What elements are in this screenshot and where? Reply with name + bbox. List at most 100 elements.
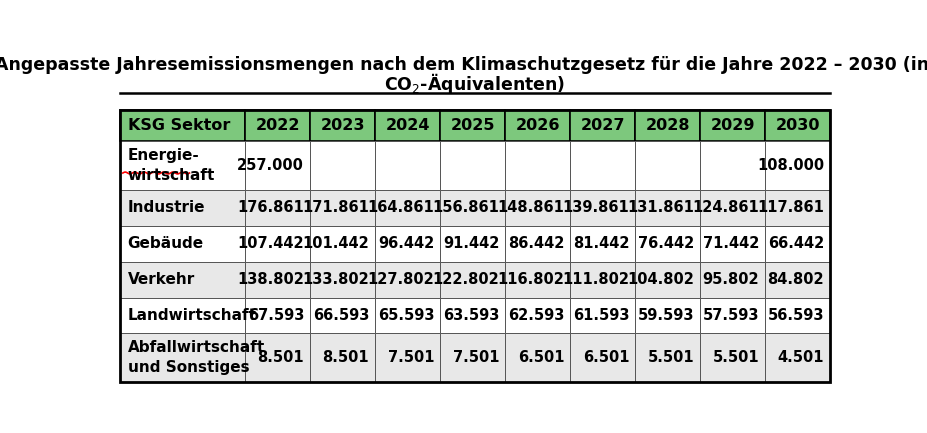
Bar <box>120 141 246 190</box>
Bar <box>311 110 375 141</box>
Bar <box>701 226 766 262</box>
Text: 5.501: 5.501 <box>648 350 694 365</box>
Text: 156.861: 156.861 <box>432 200 499 216</box>
Text: 61.593: 61.593 <box>573 308 629 323</box>
Bar <box>701 190 766 226</box>
Bar <box>505 262 570 297</box>
Bar <box>766 110 831 141</box>
Text: 2022: 2022 <box>256 118 300 132</box>
Bar <box>375 110 440 141</box>
Text: CO$_2$-Äquivalenten): CO$_2$-Äquivalenten) <box>384 71 565 96</box>
Bar <box>570 141 635 190</box>
Text: 65.593: 65.593 <box>377 308 434 323</box>
Text: Landwirtschaft: Landwirtschaft <box>128 308 257 323</box>
Text: 8.501: 8.501 <box>323 350 369 365</box>
Text: 133.802: 133.802 <box>302 272 369 287</box>
Bar <box>375 297 440 333</box>
Text: 84.802: 84.802 <box>768 272 824 287</box>
Text: KSG Sektor: KSG Sektor <box>128 118 230 132</box>
Text: 124.861: 124.861 <box>692 200 759 216</box>
Bar <box>635 262 701 297</box>
Bar <box>570 297 635 333</box>
Text: 95.802: 95.802 <box>703 272 759 287</box>
Text: 2024: 2024 <box>386 118 430 132</box>
Text: 138.802: 138.802 <box>237 272 304 287</box>
Text: 7.501: 7.501 <box>387 350 434 365</box>
Text: Verkehr: Verkehr <box>128 272 195 287</box>
Bar <box>311 226 375 262</box>
Bar <box>701 262 766 297</box>
Text: 2029: 2029 <box>711 118 756 132</box>
Bar <box>766 262 831 297</box>
Bar <box>570 262 635 297</box>
Text: 62.593: 62.593 <box>508 308 565 323</box>
Bar <box>375 190 440 226</box>
Bar <box>246 333 311 381</box>
Text: 148.861: 148.861 <box>497 200 565 216</box>
Text: 67.593: 67.593 <box>248 308 304 323</box>
Bar <box>766 190 831 226</box>
Text: 57.593: 57.593 <box>703 308 759 323</box>
Text: 117.861: 117.861 <box>757 200 824 216</box>
Bar <box>311 297 375 333</box>
Bar <box>440 190 505 226</box>
Bar <box>120 226 246 262</box>
Text: 127.802: 127.802 <box>367 272 434 287</box>
Text: 2028: 2028 <box>645 118 690 132</box>
Bar <box>440 333 505 381</box>
Bar <box>311 190 375 226</box>
Text: 6.501: 6.501 <box>583 350 629 365</box>
Text: 257.000: 257.000 <box>237 158 304 173</box>
Text: 91.442: 91.442 <box>443 236 499 251</box>
Bar <box>375 262 440 297</box>
Bar <box>375 226 440 262</box>
Text: 2025: 2025 <box>451 118 495 132</box>
Text: 4.501: 4.501 <box>778 350 824 365</box>
Bar <box>120 190 246 226</box>
Bar <box>635 297 701 333</box>
Bar <box>766 141 831 190</box>
Bar <box>701 297 766 333</box>
Bar <box>635 141 701 190</box>
Text: Gebäude: Gebäude <box>128 236 204 251</box>
Bar <box>505 226 570 262</box>
Text: 101.442: 101.442 <box>302 236 369 251</box>
Bar <box>311 262 375 297</box>
Bar <box>120 110 246 141</box>
Text: 81.442: 81.442 <box>573 236 629 251</box>
Text: 59.593: 59.593 <box>638 308 694 323</box>
Text: 6.501: 6.501 <box>517 350 565 365</box>
Text: 8.501: 8.501 <box>258 350 304 365</box>
Bar <box>701 141 766 190</box>
Bar <box>505 110 570 141</box>
Text: Industrie: Industrie <box>128 200 205 216</box>
Bar <box>440 226 505 262</box>
Bar <box>505 141 570 190</box>
Text: 111.802: 111.802 <box>562 272 629 287</box>
Text: 66.593: 66.593 <box>312 308 369 323</box>
Text: Energie-
wirtschaft: Energie- wirtschaft <box>128 148 215 183</box>
Bar <box>440 141 505 190</box>
Text: 7.501: 7.501 <box>452 350 499 365</box>
Text: 139.861: 139.861 <box>563 200 629 216</box>
Bar <box>505 333 570 381</box>
Text: 176.861: 176.861 <box>237 200 304 216</box>
Text: 2023: 2023 <box>321 118 365 132</box>
Text: 107.442: 107.442 <box>237 236 304 251</box>
Text: 104.802: 104.802 <box>628 272 694 287</box>
Bar <box>246 190 311 226</box>
Bar <box>120 333 246 381</box>
Bar <box>570 110 635 141</box>
Bar <box>120 110 831 381</box>
Bar <box>766 226 831 262</box>
Text: 116.802: 116.802 <box>497 272 565 287</box>
Text: 63.593: 63.593 <box>443 308 499 323</box>
Bar <box>440 110 505 141</box>
Bar <box>246 262 311 297</box>
Bar <box>120 262 246 297</box>
Bar <box>375 333 440 381</box>
Bar <box>375 141 440 190</box>
Bar <box>311 333 375 381</box>
Text: Abfallwirtschaft
und Sonstiges: Abfallwirtschaft und Sonstiges <box>128 340 265 375</box>
Text: Angepasste Jahresemissionsmengen nach dem Klimaschutzgesetz für die Jahre 2022 –: Angepasste Jahresemissionsmengen nach de… <box>0 56 927 74</box>
